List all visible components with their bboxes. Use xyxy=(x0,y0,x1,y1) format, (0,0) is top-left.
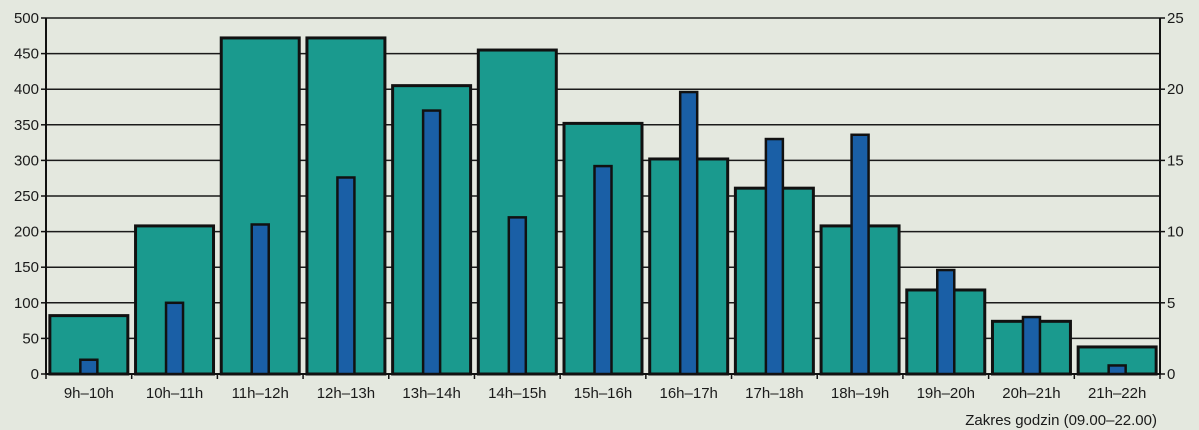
right-tick-label: 0 xyxy=(1167,366,1175,383)
bar-secondary-9 xyxy=(850,133,870,376)
bar-secondary-10 xyxy=(936,268,956,376)
bar-secondary-11 xyxy=(1021,315,1042,376)
category-label-4: 13h–14h xyxy=(402,385,460,402)
left-tick-label: 0 xyxy=(31,366,39,383)
category-label-1: 10h–11h xyxy=(146,385,203,402)
bar-secondary-1 xyxy=(164,301,185,376)
category-label-10: 19h–20h xyxy=(917,385,975,402)
category-label-2: 11h–12h xyxy=(232,385,289,402)
right-tick-label: 5 xyxy=(1167,295,1175,312)
left-tick-label: 50 xyxy=(22,330,39,347)
bar-secondary-12 xyxy=(1107,364,1127,376)
category-label-3: 12h–13h xyxy=(317,385,375,402)
left-tick-label: 400 xyxy=(14,81,39,98)
bar-secondary-7 xyxy=(678,90,699,376)
secondary-bars xyxy=(79,90,1127,376)
bar-secondary-0 xyxy=(79,358,99,376)
bar-secondary-3 xyxy=(336,176,356,376)
left-tick-label: 150 xyxy=(14,259,39,276)
bar-secondary-6 xyxy=(593,164,613,376)
bar-secondary-2 xyxy=(250,223,270,376)
right-tick-label: 10 xyxy=(1167,224,1184,241)
bar-secondary-5 xyxy=(507,216,528,376)
left-tick-label: 500 xyxy=(14,10,39,27)
left-tick-label: 100 xyxy=(14,295,39,312)
right-tick-label: 20 xyxy=(1167,81,1184,98)
right-tick-label: 15 xyxy=(1167,152,1184,169)
category-label-11: 20h–21h xyxy=(1002,385,1060,402)
left-tick-label: 250 xyxy=(14,188,39,205)
x-axis-title: Zakres godzin (09.00–22.00) xyxy=(965,412,1157,429)
left-tick-label: 200 xyxy=(14,224,39,241)
category-label-8: 17h–18h xyxy=(745,385,803,402)
category-label-0: 9h–10h xyxy=(64,385,114,402)
right-tick-label: 25 xyxy=(1167,10,1184,27)
bar-secondary-4 xyxy=(421,109,442,376)
category-label-6: 15h–16h xyxy=(574,385,632,402)
left-axis-ticks: 0 50 100 150 200 250 300 350 400 450 500 xyxy=(14,10,46,383)
left-tick-label: 450 xyxy=(14,46,39,63)
category-labels: 9h–10h 10h–11h 11h–12h 12h–13h 13h–14h 14h–15… xyxy=(64,385,1147,402)
bar-secondary-8 xyxy=(764,137,785,376)
category-label-5: 14h–15h xyxy=(488,385,546,402)
category-label-12: 21h–22h xyxy=(1088,385,1146,402)
left-tick-label: 350 xyxy=(14,117,39,134)
category-label-7: 16h–17h xyxy=(659,385,717,402)
left-tick-label: 300 xyxy=(14,152,39,169)
right-axis-ticks: 0 5 10 15 20 25 xyxy=(1160,10,1184,383)
category-label-9: 18h–19h xyxy=(831,385,889,402)
